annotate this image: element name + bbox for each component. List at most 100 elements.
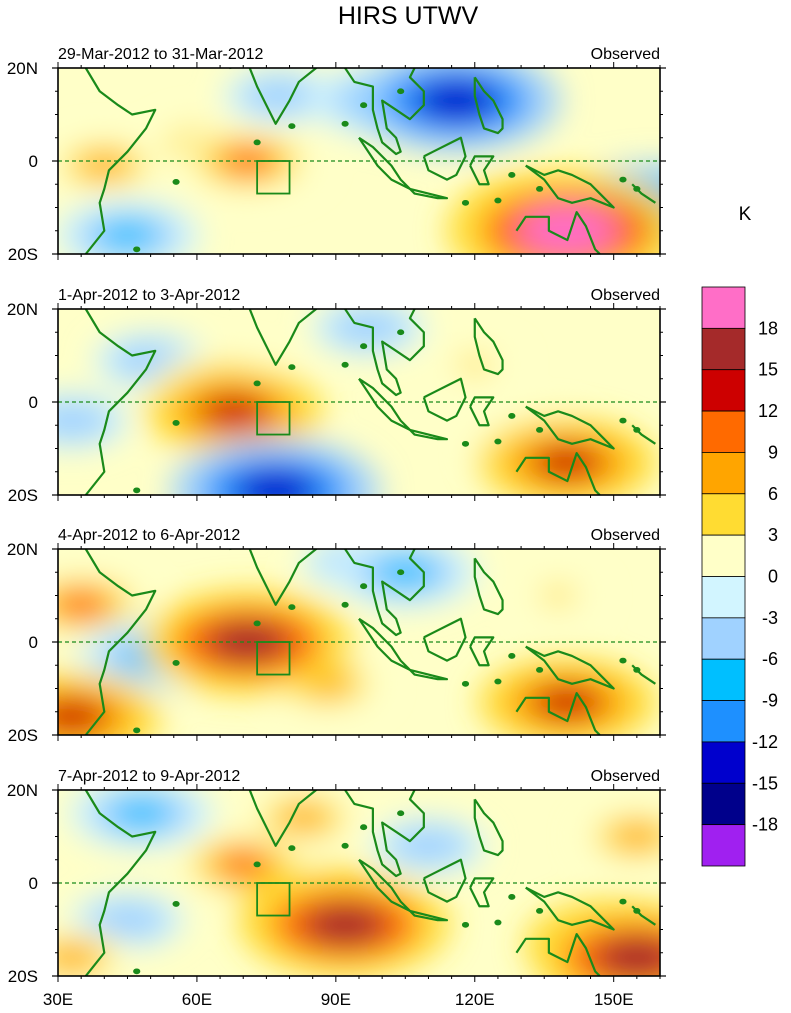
coastline xyxy=(525,645,615,690)
coastline xyxy=(409,909,449,922)
coastline xyxy=(344,549,425,637)
island xyxy=(360,343,368,350)
coastline xyxy=(525,886,615,931)
island xyxy=(172,179,180,185)
colorbar-label: -18 xyxy=(752,815,778,835)
panel-label: Observed xyxy=(591,527,660,544)
panel-label: Observed xyxy=(591,768,660,785)
island xyxy=(288,123,296,130)
colorbar: K 18 15 12 9 6 3 0 -3 -6 -9 -12 -15 -18 xyxy=(701,204,778,867)
colorbar-box xyxy=(701,700,746,743)
island xyxy=(619,657,627,664)
colorbar-box xyxy=(701,782,746,826)
island xyxy=(633,908,641,914)
island xyxy=(508,413,516,419)
colorbar-boxes xyxy=(701,286,746,867)
coastline xyxy=(229,309,318,366)
coastline xyxy=(515,211,601,254)
y-tick-label: 0 xyxy=(29,874,38,893)
island xyxy=(253,139,261,146)
x-tick-label: 150E xyxy=(594,990,634,1009)
island xyxy=(633,185,641,192)
anomaly-core xyxy=(97,220,158,251)
coastline xyxy=(469,877,495,908)
coastline xyxy=(84,309,157,495)
island xyxy=(633,427,641,433)
colorbar-label: 3 xyxy=(768,525,778,545)
colorbar-box xyxy=(701,824,746,867)
panel-period: 7-Apr-2012 to 9-Apr-2012 xyxy=(58,768,240,785)
y-tick-label: 20N xyxy=(7,781,38,800)
coastline xyxy=(473,317,504,376)
x-axis: 30E 60E 90E 120E 150E xyxy=(43,990,634,1009)
colorbar-box xyxy=(701,286,746,329)
anomaly-core xyxy=(197,393,270,430)
island xyxy=(535,185,544,192)
coastline xyxy=(409,428,449,441)
island xyxy=(494,678,502,685)
island xyxy=(508,894,516,900)
colorbar-label: 15 xyxy=(758,360,778,380)
coastline xyxy=(473,798,504,857)
coastline xyxy=(409,187,449,200)
x-tick-label: 30E xyxy=(43,990,73,1009)
coastline xyxy=(515,933,601,976)
coastline xyxy=(525,164,615,209)
panel-3: 20N 0 20S 4-Apr-2012 to 6-Apr-2012 Observed xyxy=(7,527,666,745)
anomaly-core xyxy=(302,903,388,946)
island xyxy=(508,653,516,659)
anomaly-core xyxy=(375,557,436,588)
colorbar-box xyxy=(701,741,746,784)
coastline xyxy=(515,692,601,735)
island xyxy=(633,667,641,673)
coastline xyxy=(422,136,467,181)
coastline xyxy=(469,396,495,427)
coastline xyxy=(229,549,318,606)
island xyxy=(133,727,141,734)
island xyxy=(133,246,141,253)
island xyxy=(397,88,405,95)
island xyxy=(360,102,368,109)
colorbar-label: -6 xyxy=(762,649,778,669)
island xyxy=(494,197,502,204)
island xyxy=(619,417,627,424)
anomaly-core xyxy=(58,589,111,620)
panel-1: 20N 0 20S 29-Mar-2012 to 31-Mar-2012 Observe… xyxy=(7,46,666,264)
anomaly-core xyxy=(58,945,96,970)
coastline xyxy=(84,549,157,735)
panel-period: 29-Mar-2012 to 31-Mar-2012 xyxy=(58,46,264,63)
anomaly-core xyxy=(541,586,576,605)
coastlines xyxy=(84,790,656,976)
colorbar-label: 6 xyxy=(768,484,778,504)
anomaly-core xyxy=(58,698,108,735)
colorbar-box xyxy=(701,493,746,536)
island xyxy=(461,921,470,928)
island xyxy=(253,380,261,387)
coastline xyxy=(358,136,412,190)
island xyxy=(397,810,405,817)
colorbar-box xyxy=(701,410,746,453)
box-region xyxy=(256,401,291,436)
island xyxy=(508,172,516,178)
island xyxy=(397,569,405,576)
anomaly-core xyxy=(344,315,392,340)
island xyxy=(494,919,502,926)
coastlines xyxy=(84,309,656,495)
chart-title: HIRS UTWV xyxy=(338,2,479,30)
coastline xyxy=(229,68,318,125)
island xyxy=(397,329,405,336)
island xyxy=(461,440,470,447)
y-tick-label: 20S xyxy=(8,486,38,505)
island xyxy=(360,824,368,831)
island xyxy=(619,176,627,183)
island xyxy=(133,487,141,494)
coastline xyxy=(358,858,412,913)
colorbar-label: 9 xyxy=(768,442,778,462)
colorbar-label: -15 xyxy=(752,773,778,793)
island xyxy=(461,680,470,687)
coastline xyxy=(84,790,157,976)
coastline xyxy=(422,377,467,422)
island xyxy=(172,420,180,426)
y-tick-label: 0 xyxy=(29,633,38,652)
